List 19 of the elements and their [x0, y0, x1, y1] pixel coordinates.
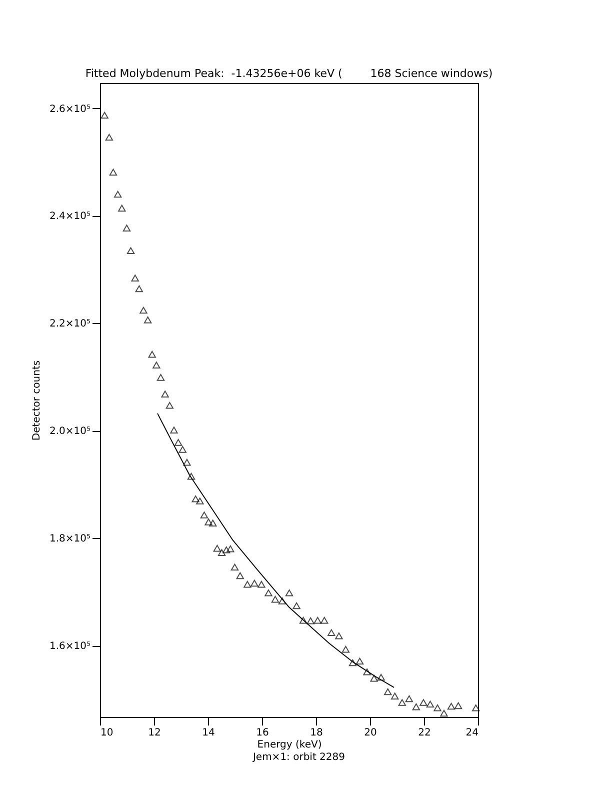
y-tick-label: 2.6×10⁵ [49, 104, 90, 115]
x-tick-label: 12 [148, 728, 161, 738]
y-tick-label: 1.8×10⁵ [49, 534, 90, 545]
text: Jem×1: orbit 2289 [252, 752, 346, 763]
x-tick-label: 16 [256, 728, 269, 738]
y-tick-label: 1.6×10⁵ [49, 641, 90, 652]
x-axis-title: Energy (keV) [257, 740, 322, 750]
x-tick-label: 10 [100, 728, 114, 738]
x-tick-label: 14 [202, 728, 215, 738]
x-tick-label: 20 [364, 728, 377, 738]
x-tick-label: 24 [466, 728, 478, 738]
x-tick-label: 22 [418, 728, 431, 738]
x-tick-label: 18 [310, 728, 323, 738]
y-axis-title: Detector counts [31, 360, 42, 441]
chart-title: Fitted Molybdenum Peak: -1.43256e+06 keV ( 168 Science windows) [85, 67, 493, 80]
y-tick-label: 2.0×10⁵ [49, 426, 90, 438]
line-series [157, 412, 395, 688]
y-tick-label: 2.4×10⁵ [49, 211, 90, 222]
y-tick-label: 2.2×10⁵ [49, 318, 90, 330]
